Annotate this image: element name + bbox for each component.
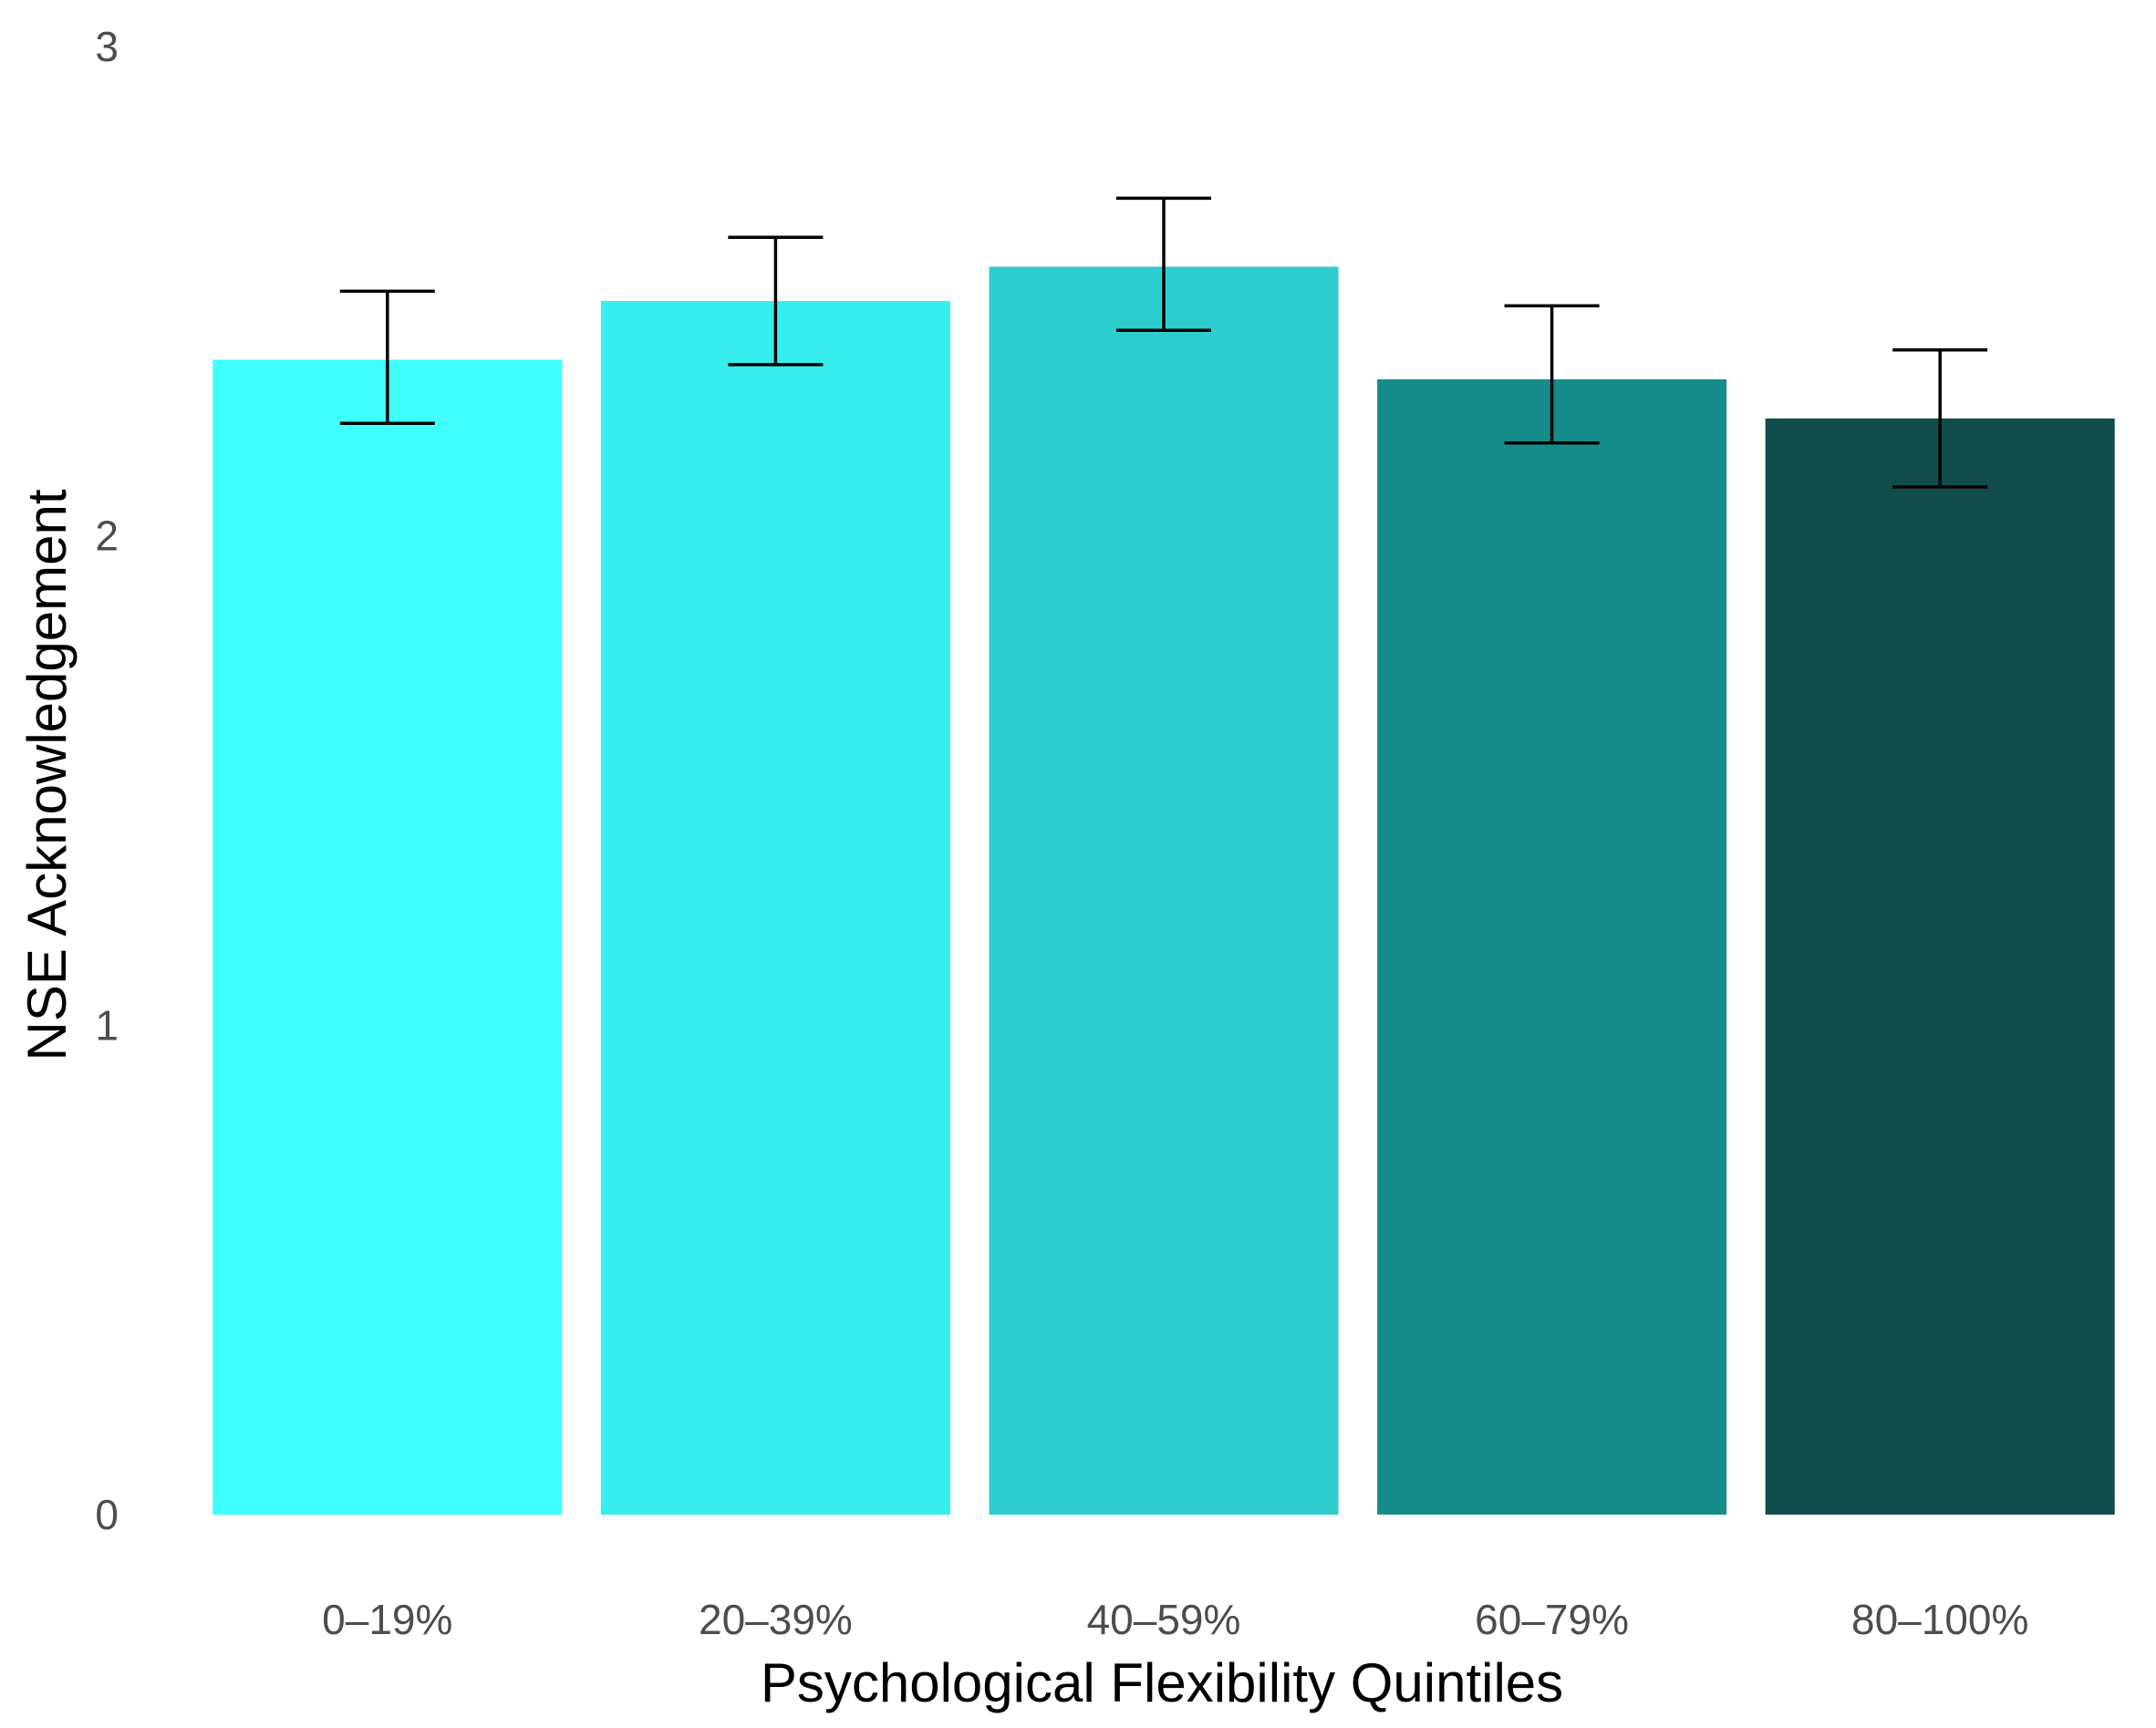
y-tick-label: 3	[95, 23, 119, 70]
error-bar	[1892, 347, 1988, 489]
bar	[1765, 418, 2115, 1515]
error-bar	[1116, 196, 1211, 333]
bar	[1377, 378, 1727, 1515]
x-tick-label: 60–79%	[1475, 1596, 1629, 1643]
y-tick-label: 0	[95, 1491, 119, 1538]
y-tick-label: 1	[95, 1001, 119, 1049]
error-bars-group	[339, 196, 1988, 489]
y-axis-ticks: 0 1 2 3	[95, 23, 119, 1538]
bars-group	[212, 266, 2115, 1516]
error-bar	[339, 289, 435, 425]
x-tick-label: 40–59%	[1087, 1596, 1241, 1643]
error-bar	[1504, 304, 1600, 445]
y-tick-label: 2	[95, 512, 119, 560]
bar	[989, 266, 1339, 1515]
x-tick-label: 20–39%	[699, 1596, 853, 1643]
x-tick-label: 80–100%	[1851, 1596, 2028, 1643]
bar	[600, 301, 950, 1516]
x-axis-ticks: 0–19% 20–39% 40–59% 60–79% 80–100%	[322, 1596, 2028, 1643]
error-bar	[728, 235, 824, 367]
x-axis-title: Psychological Flexibility Quintiles	[761, 1652, 1563, 1713]
bar	[212, 359, 563, 1515]
y-axis-title: NSE Acknowledgement	[16, 489, 78, 1061]
x-tick-label: 0–19%	[322, 1596, 452, 1643]
